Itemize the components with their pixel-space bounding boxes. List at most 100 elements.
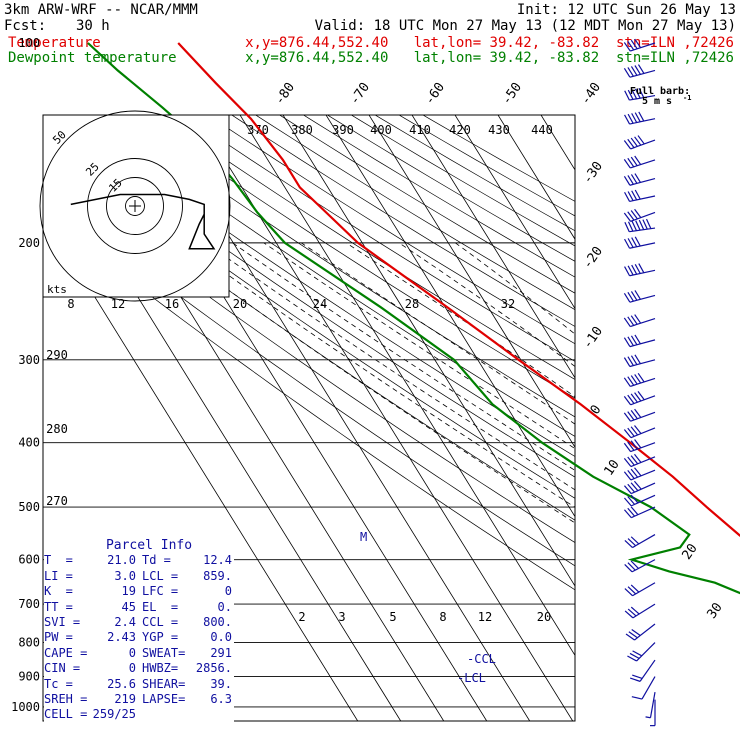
wind-barb-flag — [627, 376, 635, 386]
wind-barb — [623, 314, 656, 328]
wind-barb-staff — [630, 442, 656, 453]
wind-barb-flag — [627, 356, 634, 366]
mixing-ratio-line — [709, 560, 740, 721]
mixing-ratio-label: 16 — [165, 297, 179, 311]
wind-barb-flag — [634, 354, 641, 364]
isotherm-line — [325, 115, 575, 518]
wind-barb-flag — [634, 236, 641, 247]
wind-barb-staff — [629, 227, 656, 233]
wind-barb — [624, 87, 656, 101]
init-time: Init: 12 UTC Sun 26 May 13 — [516, 2, 736, 18]
wind-barb-staff — [632, 582, 656, 597]
wind-barb-flag — [623, 412, 632, 422]
wind-barb — [624, 603, 656, 619]
wind-barb-flag — [630, 315, 638, 325]
wind-barb — [623, 408, 656, 422]
wind-barb-flag — [627, 507, 636, 517]
wind-barb-flag — [634, 189, 641, 200]
hodograph-ring — [87, 158, 183, 254]
wind-barb — [623, 334, 656, 348]
parcel-v1: 259/25 — [92, 707, 136, 722]
parcel-k1: T = — [44, 553, 73, 568]
wind-barb-flag — [634, 136, 642, 146]
wind-barb-flag — [623, 377, 631, 387]
wind-barb — [627, 642, 656, 662]
wind-barb-flag — [624, 266, 631, 277]
wind-barb-flag — [632, 674, 643, 679]
wind-barb-flag — [630, 210, 638, 220]
isotherm-line — [43, 212, 359, 721]
isotherm-label: -10 — [580, 324, 606, 352]
mixing-ratio-label: 24 — [313, 297, 327, 311]
wind-barb — [623, 155, 656, 169]
parcel-k2: SHEAR= — [142, 676, 186, 691]
wind-barb-flag — [630, 606, 640, 615]
hodograph-trace — [70, 193, 216, 250]
parcel-v2: 2856. — [195, 661, 232, 676]
parcel-v2: 12.4 — [203, 553, 232, 568]
theta-label: 380 — [291, 123, 313, 137]
mixing-ratio-label: 5 — [389, 610, 396, 624]
wind-barb-flag — [624, 588, 633, 597]
parcel-v2 — [194, 707, 232, 722]
wind-barb-flag — [630, 174, 638, 184]
wind-barb-flag — [624, 221, 630, 232]
wind-barb-staff — [631, 559, 656, 573]
parcel-row: SREH = 219 LAPSE= 6.3 — [44, 692, 234, 707]
moist-adiabat — [205, 242, 575, 491]
theta-label: 430 — [488, 123, 510, 137]
wind-barb-staff — [630, 159, 656, 169]
wind-barb — [623, 494, 656, 507]
temperature-legend-label: Temperature — [8, 35, 101, 51]
wind-barb-flag — [624, 539, 633, 548]
wind-barb-staff — [630, 395, 656, 406]
theta-label: 400 — [370, 123, 392, 137]
dewpoint-profile — [87, 42, 740, 595]
wind-barb-flag — [627, 562, 636, 571]
wind-barb — [650, 699, 656, 727]
parcel-k1: CIN = — [44, 661, 81, 676]
wind-barb — [623, 38, 656, 52]
wind-barb-staff — [630, 42, 656, 52]
wind-barb-flag — [630, 440, 638, 450]
isotherm-label: -70 — [347, 80, 373, 108]
wind-barb — [623, 173, 656, 186]
wind-barb-flag — [627, 265, 634, 276]
isotherm-line — [668, 43, 740, 721]
wind-barb-staff — [629, 359, 656, 368]
wind-barb — [625, 623, 656, 641]
parcel-v2: 0. — [217, 599, 232, 614]
wind-barb — [645, 692, 656, 719]
wind-barb-flag — [634, 408, 642, 418]
parcel-row: CAPE = 0 SWEAT= 291 — [44, 646, 234, 661]
wind-barb-flag — [631, 89, 638, 100]
mixing-ratio-label: 20 — [537, 610, 551, 624]
dry-adiabat — [43, 192, 575, 567]
mixing-ratio-label: 8 — [67, 297, 74, 311]
wind-barb-flag — [629, 677, 641, 682]
moist-adiabat — [163, 242, 575, 524]
wind-barb-flag — [630, 410, 638, 420]
wind-barb-staff — [630, 211, 656, 222]
wind-barb-flag — [630, 455, 639, 465]
isotherm-line — [497, 115, 575, 240]
pressure-tick-label: 800 — [18, 636, 40, 650]
dry-adiabat — [302, 115, 575, 278]
isotherm-line — [454, 115, 575, 310]
mixing-ratio-label: 3 — [338, 610, 345, 624]
wind-barb — [624, 218, 656, 233]
wind-barb-flag — [627, 470, 635, 479]
theta-label: 290 — [46, 348, 68, 362]
wind-barb-flag — [630, 156, 638, 167]
wind-barb-staff — [649, 692, 656, 718]
moist-adiabat — [398, 242, 575, 367]
mixing-ratio-label: 28 — [405, 297, 419, 311]
wind-barb-staff — [631, 506, 656, 519]
isotherm-label: -20 — [580, 244, 606, 272]
wind-barb-flag — [629, 652, 640, 659]
parcel-v2: 6.3 — [210, 692, 232, 707]
wind-barb-flag — [627, 138, 635, 149]
parcel-v1: 0 — [128, 645, 136, 660]
dewpoint-location-info: x,y=876.44,552.40 lat,lon= 39.42, -83.82… — [245, 50, 734, 66]
wind-barb-flag — [631, 190, 638, 201]
